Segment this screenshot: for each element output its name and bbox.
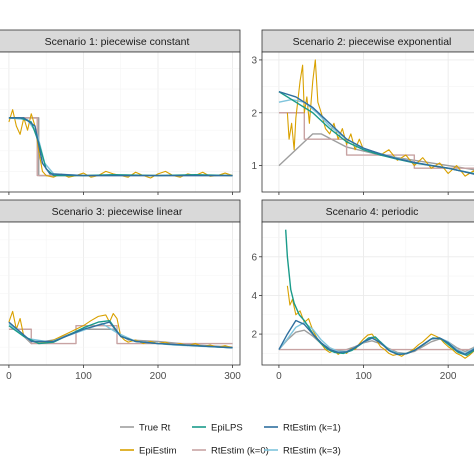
- x-tick-label: 0: [276, 371, 282, 382]
- series-group: [278, 59, 474, 177]
- y-tick-label: 3: [251, 55, 257, 66]
- legend-item-rtestim-k-3: RtEstim (k=3): [264, 446, 341, 457]
- y-tick-label: 4: [251, 291, 257, 302]
- series-line-rtestim-k-1: [8, 117, 233, 177]
- y-tick-label: 2: [251, 330, 257, 341]
- panel-3: Scenario 3: piecewise linear 0 100 200 300: [0, 199, 241, 382]
- panel-background: [0, 52, 240, 192]
- legend-item-epiestim: EpiEstim: [120, 446, 177, 457]
- panel-background: [262, 222, 474, 365]
- legend-item-rtestim-k-0: RtEstim (k=0): [192, 446, 269, 457]
- panel-border: [261, 51, 474, 193]
- legend-label: True Rt: [139, 423, 171, 434]
- panel-border: [261, 221, 474, 366]
- panel-border: [0, 221, 241, 366]
- gridlines: [0, 52, 240, 192]
- legend: True Rt EpiEstim EpiLPS RtEstim (k=0) RtEsti…: [120, 423, 341, 457]
- legend-item-rtestim-k-1: RtEstim (k=1): [264, 423, 341, 434]
- series-line-rtestim-k-1: [8, 321, 233, 349]
- legend-label: RtEstim (k=1): [283, 423, 341, 434]
- series-line-true-rt: [278, 133, 474, 171]
- series-line-epiestim: [286, 285, 474, 359]
- panel-1: Scenario 1: piecewise constant: [0, 29, 241, 195]
- facet-title: Scenario 4: periodic: [326, 206, 419, 218]
- series-line-rtestim-k-1: [278, 319, 474, 356]
- legend-label: EpiLPS: [211, 423, 243, 434]
- x-tick-label: 200: [440, 371, 457, 382]
- legend-label: RtEstim (k=3): [283, 446, 341, 457]
- facet-title: Scenario 2: piecewise exponential: [293, 36, 452, 48]
- x-tick-label: 100: [355, 371, 372, 382]
- x-tick-label: 200: [150, 371, 167, 382]
- y-tick-label: 2: [251, 108, 257, 119]
- legend-item-true-rt: True Rt: [120, 423, 171, 434]
- panel-background: [262, 52, 474, 192]
- x-tick-label: 0: [6, 371, 12, 382]
- y-tick-label: 1: [251, 161, 257, 172]
- series-line-rtestim-k-0: [8, 324, 233, 345]
- x-tick-label: 100: [75, 371, 92, 382]
- series-group: [8, 109, 233, 179]
- legend-label: EpiEstim: [139, 446, 177, 457]
- panel-border: [0, 51, 241, 193]
- legend-item-epilps: EpiLPS: [192, 423, 243, 434]
- panel-4: Scenario 4: periodic 2 4 6 0 100 200: [251, 199, 474, 382]
- facet-panels: Scenario 1: piecewise constant Scenario 2…: [0, 29, 474, 382]
- series-group: [8, 310, 233, 349]
- panel-2: Scenario 2: piecewise exponential 1 2 3: [251, 29, 474, 195]
- y-tick-label: 6: [251, 252, 257, 263]
- x-tick-label: 300: [224, 371, 241, 382]
- facet-title: Scenario 1: piecewise constant: [45, 36, 190, 48]
- series-group: [278, 229, 474, 359]
- series-line-rtestim-k-1: [278, 90, 474, 175]
- legend-label: RtEstim (k=0): [211, 446, 269, 457]
- facet-title: Scenario 3: piecewise linear: [52, 206, 183, 218]
